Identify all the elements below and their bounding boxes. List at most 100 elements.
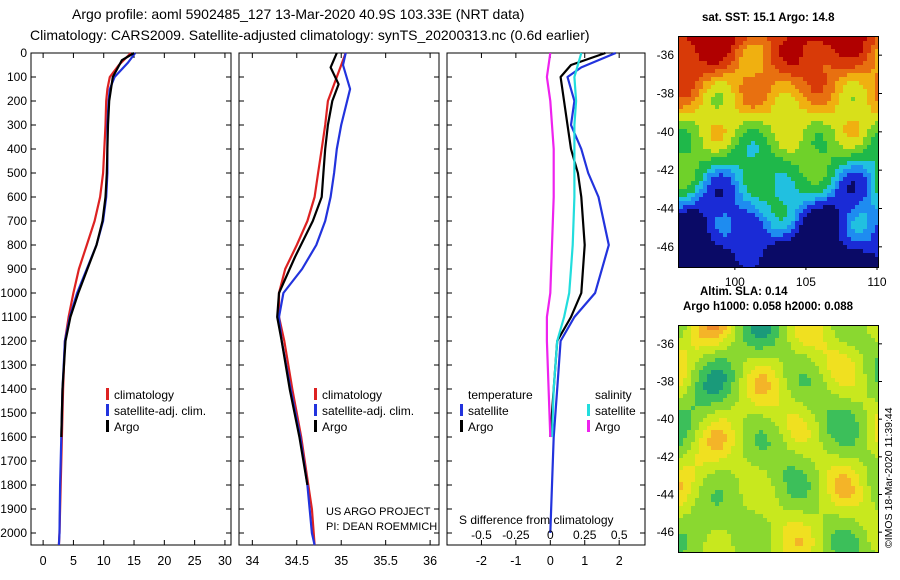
sla-cell	[783, 346, 787, 350]
sla-cell	[871, 370, 875, 374]
sla-cell	[775, 438, 779, 442]
sst-cell	[699, 209, 703, 213]
sst-cell	[847, 249, 851, 253]
sst-cell	[827, 245, 831, 249]
sst-cell	[699, 237, 703, 241]
sst-cell	[871, 261, 875, 265]
sst-cell	[823, 93, 827, 97]
sst-cell	[823, 145, 827, 149]
sst-cell	[723, 173, 727, 177]
sst-cell	[803, 257, 807, 261]
sst-cell	[699, 169, 703, 173]
sst-cell	[699, 109, 703, 113]
sst-cell	[707, 193, 711, 197]
sst-cell	[755, 253, 759, 257]
sst-cell	[747, 213, 751, 217]
sst-cell	[819, 125, 823, 129]
sla-cell	[795, 386, 799, 390]
sst-cell	[735, 149, 739, 153]
sst-cell	[791, 173, 795, 177]
sla-cell	[827, 338, 831, 342]
sla-cell	[867, 458, 871, 462]
sst-cell	[747, 121, 751, 125]
sla-cell	[771, 334, 775, 338]
sst-cell	[811, 193, 815, 197]
sst-cell	[855, 117, 859, 121]
sst-cell	[807, 209, 811, 213]
sst-cell	[831, 193, 835, 197]
map-y-tick-label: -36	[657, 337, 675, 351]
sst-cell	[699, 49, 703, 53]
sst-cell	[731, 85, 735, 89]
sla-cell	[731, 466, 735, 470]
sla-cell	[863, 338, 867, 342]
sla-cell	[779, 394, 783, 398]
sst-cell	[799, 209, 803, 213]
sla-cell	[739, 326, 743, 330]
sla-cell	[827, 434, 831, 438]
sst-cell	[847, 141, 851, 145]
sst-cell	[723, 65, 727, 69]
sst-cell	[831, 165, 835, 169]
sst-cell	[811, 185, 815, 189]
sst-cell	[711, 197, 715, 201]
sst-cell	[855, 185, 859, 189]
sst-cell	[787, 77, 791, 81]
sst-cell	[795, 105, 799, 109]
sla-cell	[679, 450, 683, 454]
sst-cell	[863, 129, 867, 133]
sst-cell	[831, 209, 835, 213]
sst-cell	[735, 165, 739, 169]
sst-cell	[687, 81, 691, 85]
sst-cell	[779, 209, 783, 213]
sst-cell	[775, 145, 779, 149]
sla-cell	[683, 430, 687, 434]
sst-cell	[795, 89, 799, 93]
sst-cell	[679, 73, 683, 77]
sst-cell	[755, 53, 759, 57]
sst-cell	[867, 265, 871, 269]
sst-cell	[819, 177, 823, 181]
sla-cell	[847, 442, 851, 446]
sla-cell	[691, 358, 695, 362]
sst-cell	[803, 121, 807, 125]
sst-cell	[867, 129, 871, 133]
sla-cell	[739, 378, 743, 382]
sla-cell	[751, 342, 755, 346]
sla-cell	[787, 338, 791, 342]
sst-cell	[759, 177, 763, 181]
sst-cell	[683, 149, 687, 153]
legend-label: Argo	[322, 420, 348, 434]
sst-cell	[839, 97, 843, 101]
sla-cell	[719, 358, 723, 362]
sla-cell	[839, 378, 843, 382]
sst-cell	[711, 121, 715, 125]
sla-cell	[687, 462, 691, 466]
sla-cell	[763, 414, 767, 418]
sst-cell	[707, 57, 711, 61]
sst-cell	[811, 53, 815, 57]
sst-cell	[767, 93, 771, 97]
sla-cell	[771, 410, 775, 414]
sst-cell	[759, 169, 763, 173]
sst-cell	[715, 177, 719, 181]
sst-cell	[775, 57, 779, 61]
sla-cell	[823, 366, 827, 370]
sla-cell	[707, 402, 711, 406]
sla-cell	[747, 426, 751, 430]
sla-cell	[863, 378, 867, 382]
sla-cell	[691, 350, 695, 354]
sst-cell	[691, 149, 695, 153]
sla-cell	[831, 398, 835, 402]
sst-cell	[827, 73, 831, 77]
sla-cell	[787, 446, 791, 450]
sst-cell	[783, 73, 787, 77]
sst-cell	[747, 241, 751, 245]
sst-cell	[875, 261, 879, 265]
sst-cell	[743, 221, 747, 225]
sla-cell	[691, 330, 695, 334]
sst-cell	[831, 129, 835, 133]
sst-cell	[839, 237, 843, 241]
sla-cell	[863, 330, 867, 334]
